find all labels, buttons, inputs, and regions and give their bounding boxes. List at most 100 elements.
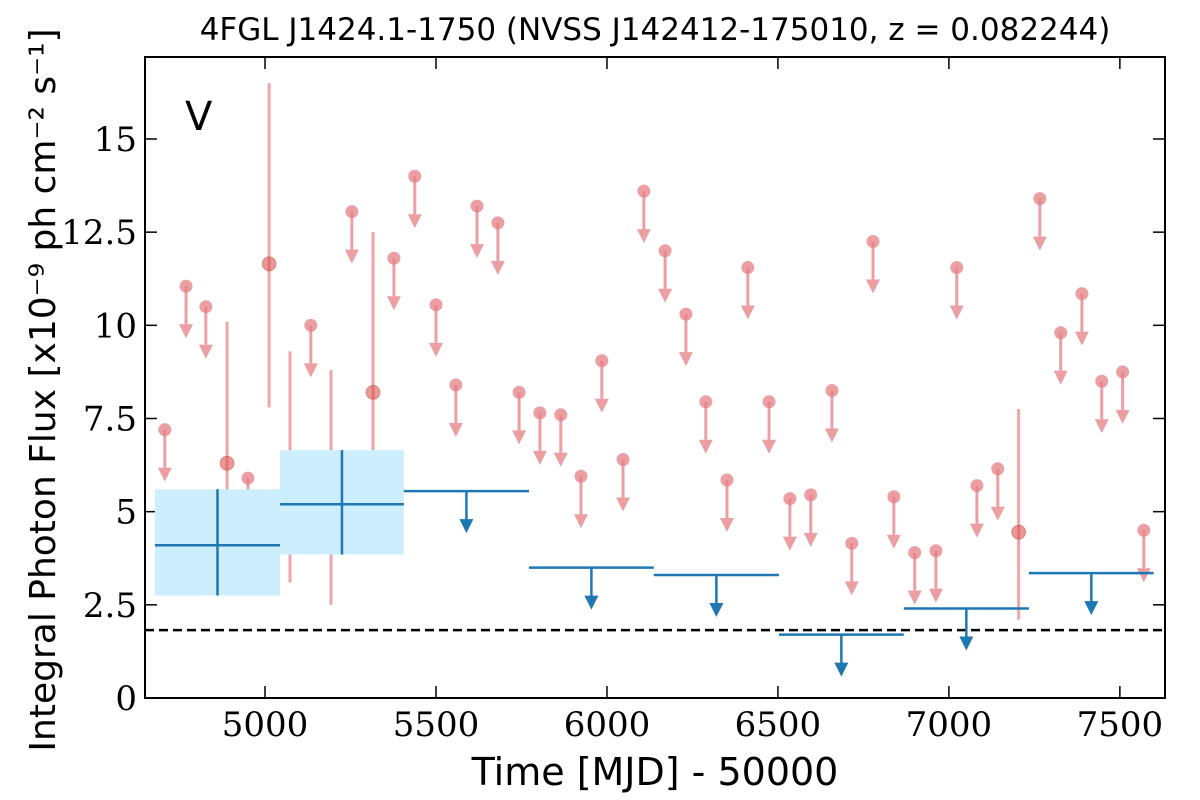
x-tick-label: 5000 bbox=[222, 705, 309, 745]
y-tick-label: 5 bbox=[115, 493, 137, 533]
point bbox=[595, 354, 609, 368]
point bbox=[1033, 192, 1047, 206]
point bbox=[533, 406, 547, 420]
upper-limit-arrow bbox=[157, 467, 172, 482]
x-tick-label: 6000 bbox=[564, 705, 651, 745]
point bbox=[970, 479, 984, 493]
x-tick-label: 7000 bbox=[906, 705, 993, 745]
point bbox=[950, 261, 964, 275]
point bbox=[199, 300, 213, 314]
point bbox=[365, 384, 381, 400]
upper-limit-arrow bbox=[386, 296, 401, 311]
upper-limit-arrow bbox=[303, 363, 318, 378]
point bbox=[449, 378, 463, 392]
point bbox=[429, 298, 443, 312]
chart-title: 4FGL J1424.1-1750 (NVSS J142412-175010, … bbox=[200, 12, 1111, 48]
point bbox=[991, 462, 1005, 476]
y-tick-label: 0 bbox=[115, 679, 137, 719]
upper-limit-arrow bbox=[553, 452, 568, 467]
upper-limit-arrow bbox=[573, 514, 588, 529]
point bbox=[720, 473, 734, 487]
upper-limit-arrow bbox=[532, 450, 547, 465]
upper-limit-arrow bbox=[969, 523, 984, 538]
point bbox=[845, 536, 859, 550]
point bbox=[762, 395, 776, 409]
upper-limit-arrow bbox=[428, 342, 443, 357]
point bbox=[825, 384, 839, 398]
upper-limit-arrow bbox=[865, 279, 880, 294]
y-tick-label: 10 bbox=[94, 306, 137, 346]
upper-limit-arrow bbox=[470, 244, 485, 259]
upper-limit-arrow bbox=[584, 595, 599, 610]
point bbox=[783, 492, 797, 506]
upper-limit-arrow bbox=[344, 249, 359, 264]
point bbox=[1054, 326, 1068, 340]
y-tick-label: 7.5 bbox=[83, 399, 137, 439]
point bbox=[1116, 365, 1130, 379]
upper-limit-arrow bbox=[803, 532, 818, 547]
upper-limit-arrow bbox=[1032, 236, 1047, 251]
upper-limit-arrow bbox=[928, 588, 943, 603]
point bbox=[1075, 287, 1089, 301]
upper-limit-arrow bbox=[448, 422, 463, 437]
x-tick-label: 5500 bbox=[393, 705, 480, 745]
upper-limit-arrow bbox=[179, 324, 194, 339]
point bbox=[929, 544, 943, 558]
y-axis-label: Integral Photon Flux [x10⁻⁹ ph cm⁻² s⁻¹] bbox=[23, 28, 64, 751]
point bbox=[658, 244, 672, 258]
point bbox=[512, 385, 526, 399]
point bbox=[804, 488, 818, 502]
point bbox=[616, 452, 630, 466]
upper-limit-arrow bbox=[1074, 331, 1089, 346]
point bbox=[261, 256, 277, 272]
point bbox=[387, 251, 401, 265]
point bbox=[179, 279, 193, 293]
point bbox=[699, 395, 713, 409]
upper-limit-arrow bbox=[490, 260, 505, 275]
point bbox=[1011, 524, 1027, 540]
point bbox=[679, 307, 693, 321]
upper-limit-arrow bbox=[616, 497, 631, 512]
upper-limit-arrow bbox=[1053, 370, 1068, 385]
point bbox=[241, 471, 255, 485]
upper-limit-arrow bbox=[762, 439, 777, 454]
upper-limit-arrow bbox=[698, 439, 713, 454]
upper-limit-arrow bbox=[1115, 409, 1130, 424]
point bbox=[1137, 523, 1151, 537]
upper-limit-arrow bbox=[709, 603, 724, 618]
upper-limit-arrow bbox=[740, 305, 755, 320]
point bbox=[637, 184, 651, 198]
upper-limit-arrow bbox=[719, 517, 734, 532]
point bbox=[470, 199, 484, 213]
upper-limit-arrow bbox=[782, 536, 797, 551]
point bbox=[887, 490, 901, 504]
point bbox=[1095, 374, 1109, 388]
upper-limit-arrow bbox=[636, 229, 651, 244]
upper-limit-arrow bbox=[834, 662, 849, 677]
upper-limit-arrow bbox=[459, 519, 474, 534]
upper-limit-arrow bbox=[990, 506, 1005, 521]
point bbox=[408, 169, 422, 183]
upper-limit-arrow bbox=[198, 344, 213, 359]
point bbox=[554, 408, 568, 422]
point bbox=[304, 318, 318, 332]
annotation: V bbox=[185, 94, 213, 140]
upper-limit-arrow bbox=[824, 428, 839, 443]
point bbox=[345, 205, 359, 219]
upper-limit-arrow bbox=[512, 430, 527, 445]
upper-limit-arrow bbox=[678, 352, 693, 367]
upper-limit-arrow bbox=[594, 398, 609, 413]
point bbox=[741, 261, 755, 275]
point bbox=[158, 423, 172, 437]
upper-limit-arrow bbox=[658, 288, 673, 303]
point bbox=[491, 216, 505, 230]
upper-limit-arrow bbox=[907, 590, 922, 605]
upper-limit-arrow bbox=[959, 636, 974, 651]
point bbox=[866, 234, 880, 248]
x-axis-label: Time [MJD] - 50000 bbox=[471, 750, 839, 794]
upper-limit-arrow bbox=[949, 305, 964, 320]
x-tick-label: 6500 bbox=[735, 705, 822, 745]
plot-frame bbox=[144, 56, 1166, 699]
x-tick-label: 7500 bbox=[1077, 705, 1164, 745]
